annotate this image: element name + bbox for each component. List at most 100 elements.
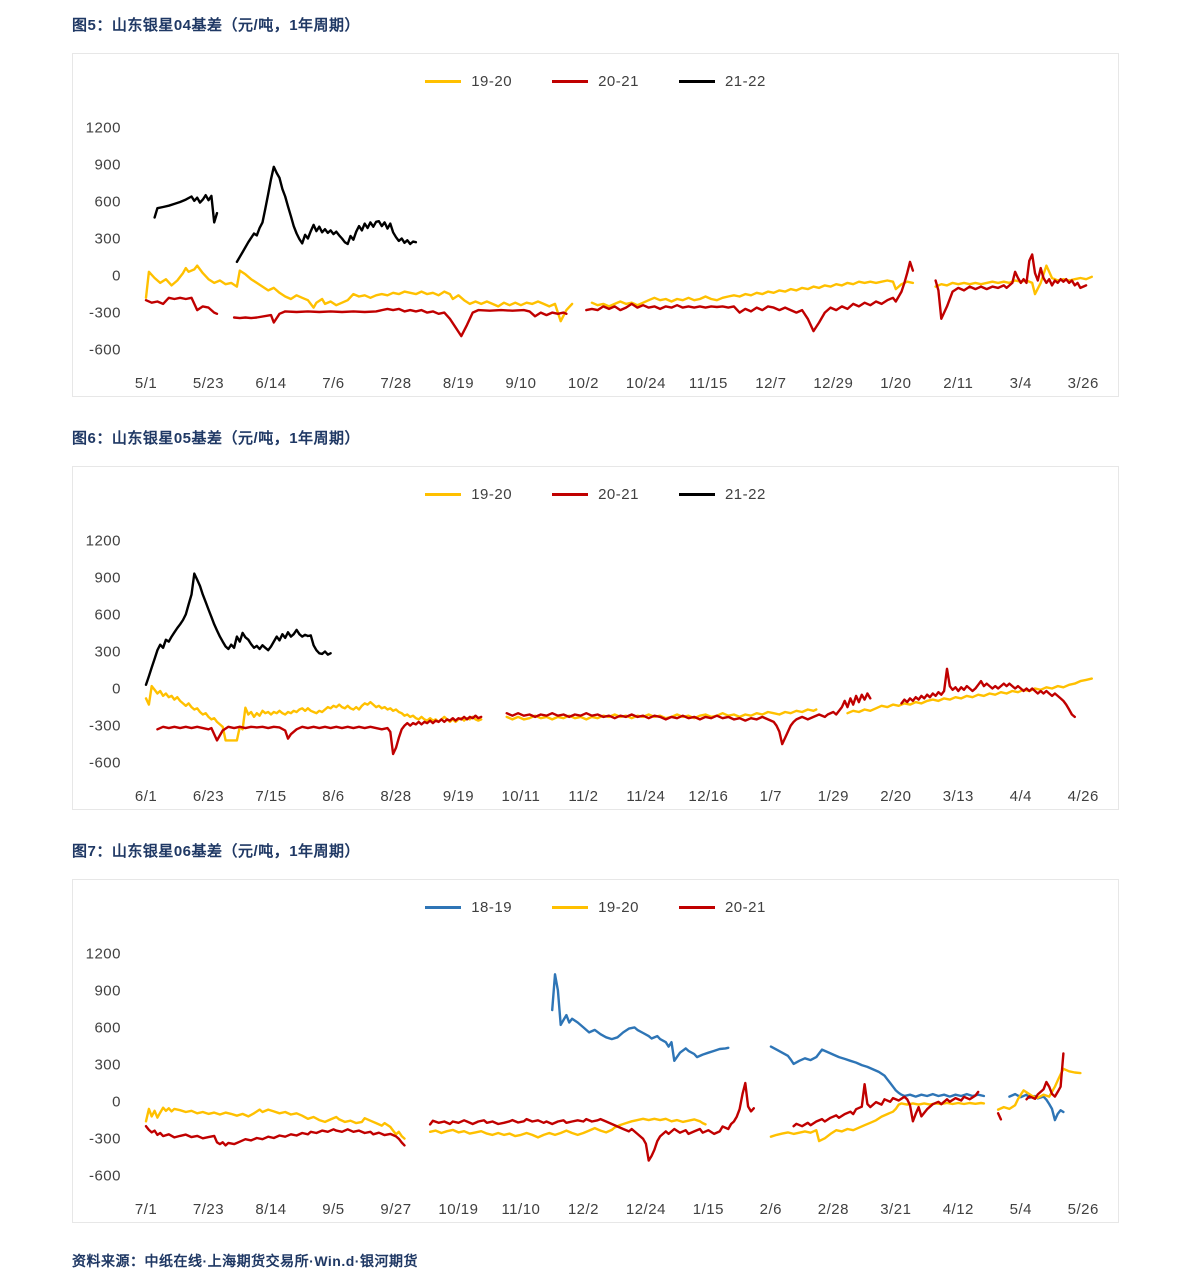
x-axis-tick-label: 3/4: [1010, 375, 1032, 392]
x-axis-tick-label: 7/15: [255, 788, 286, 805]
figure5-chart: 19-20 20-21 21-22 1200 900 600 300 0 -300 -600 5/…: [72, 53, 1119, 397]
x-axis-tick-label: 8/14: [255, 1201, 286, 1218]
legend-item-18-19: 18-19: [425, 899, 512, 916]
figure6-plot: 1200 900 600 300 0 -300 -600 6/1 6/23 7/15 8/6 8/28…: [86, 532, 1099, 805]
series-line-19-20: [144, 684, 483, 742]
legend-item-20-21: 20-21: [678, 898, 766, 916]
x-axis-tick-label: 6/1: [135, 788, 157, 805]
legend-swatch: [552, 79, 589, 83]
series-line-18-19: [1008, 1092, 1065, 1122]
x-axis-tick-label: 3/13: [943, 788, 974, 805]
x-axis-tick-label: 7/1: [135, 1201, 157, 1218]
y-axis-tick-label: -600: [89, 755, 121, 772]
legend-label: 21-22: [724, 485, 766, 503]
figure6-title: 图6：山东银星05基差（元/吨，1年周期）: [72, 430, 361, 447]
series-line-20-21: [792, 1082, 980, 1128]
legend-label: 19-20: [598, 898, 639, 916]
y-axis-tick-label: 0: [112, 1094, 121, 1111]
y-axis-tick-label: 0: [112, 268, 121, 285]
x-axis-tick-label: 12/29: [813, 375, 853, 392]
legend-item-21-22: 21-22: [678, 72, 766, 90]
x-axis-tick-label: 2/11: [943, 375, 973, 392]
y-axis-tick-label: 600: [94, 193, 121, 210]
legend-item-19-20: 19-20: [425, 486, 512, 503]
series-line-21-22: [235, 165, 418, 264]
legend-label: 19-20: [471, 485, 513, 503]
figure5-legend: 19-20 20-21 21-22: [73, 54, 1118, 102]
x-axis-tick-label: 6/23: [193, 788, 224, 805]
series-line-20-21: [900, 667, 1076, 719]
x-axis-tick-label: 4/26: [1068, 788, 1099, 805]
x-axis-tick-label: 7/6: [322, 375, 344, 392]
legend-item-21-22: 21-22: [678, 485, 766, 503]
series-line-18-19: [769, 1045, 986, 1098]
x-axis-tick-label: 6/14: [255, 375, 286, 392]
y-axis-tick-label: -300: [89, 718, 121, 735]
x-axis-tick-label: 2/20: [880, 788, 911, 805]
y-axis-tick-label: 600: [94, 606, 121, 623]
legend-item-19-20: 19-20: [552, 899, 639, 916]
x-axis-tick-label: 12/16: [688, 788, 728, 805]
report-page: 图5：山东银星04基差（元/吨，1年周期） 19-20 20-21 21-22 12…: [72, 0, 1119, 1271]
figure7-chart: 18-19 19-20 20-21 1200 900 600 300 0 -300 -600 7/…: [72, 879, 1119, 1223]
x-axis-tick-label: 11/2: [568, 788, 598, 805]
legend-item-20-21: 20-21: [552, 486, 639, 503]
x-axis-tick-label: 5/1: [135, 375, 157, 392]
x-axis-tick-label: 11/10: [501, 1201, 540, 1218]
y-axis-tick-label: -300: [89, 305, 121, 322]
series-line-19-20: [769, 1101, 986, 1143]
x-axis-tick-label: 11/24: [626, 788, 665, 805]
x-axis-tick-label: 3/26: [1068, 375, 1099, 392]
y-axis-tick-label: 300: [94, 1056, 121, 1073]
x-axis-tick-label: 9/10: [505, 375, 536, 392]
series-line-20-21: [428, 1081, 755, 1162]
series-line-21-22: [144, 572, 332, 687]
x-axis-tick-label: 4/4: [1010, 788, 1032, 805]
series-line-20-21: [144, 296, 219, 316]
y-axis-tick-label: 900: [94, 982, 121, 999]
series-line-20-21: [232, 307, 568, 338]
figure7-title: 图7：山东银星06基差（元/吨，1年周期）: [72, 843, 361, 860]
series-line-20-21: [1025, 1052, 1065, 1101]
figure7-legend: 18-19 19-20 20-21: [73, 880, 1118, 928]
x-axis-tick-label: 8/28: [380, 788, 411, 805]
series-line-18-19: [551, 973, 730, 1063]
legend-item-20-21: 20-21: [552, 73, 639, 90]
series-line-20-21: [144, 1124, 406, 1147]
x-axis-tick-label: 8/6: [322, 788, 344, 805]
x-axis-tick-label: 8/19: [443, 375, 474, 392]
x-axis-tick-label: 12/7: [755, 375, 786, 392]
series-line-19-20: [996, 1067, 1082, 1111]
x-axis-tick-label: 11/15: [689, 375, 728, 392]
series-line-19-20: [144, 1106, 406, 1140]
series-line-20-21: [996, 1112, 1003, 1121]
y-axis-tick-label: 1200: [86, 119, 121, 136]
series-line-19-20: [590, 279, 915, 308]
y-axis-tick-label: 0: [112, 681, 121, 698]
series-line-19-20: [428, 1117, 707, 1139]
x-axis-tick-label: 7/23: [193, 1201, 224, 1218]
legend-swatch: [425, 79, 462, 83]
figure5-plot: 1200 900 600 300 0 -300 -600 5/1 5/23 6/14 7/6 7/28…: [86, 119, 1099, 392]
x-axis-tick-label: 10/11: [501, 788, 540, 805]
x-axis-tick-label: 9/27: [380, 1201, 411, 1218]
y-axis-tick-label: 1200: [86, 945, 121, 962]
legend-swatch: [425, 905, 462, 909]
series-line-19-20: [846, 677, 1093, 715]
legend-label: 20-21: [724, 898, 766, 916]
legend-label: 21-22: [724, 72, 766, 90]
y-axis-tick-label: -600: [89, 1168, 121, 1185]
x-axis-tick-label: 4/12: [943, 1201, 974, 1218]
figure6-chart: 19-20 20-21 21-22 1200 900 600 300 0 -300 -600 6/…: [72, 466, 1119, 810]
figure6-legend: 19-20 20-21 21-22: [73, 467, 1118, 515]
figure5-title: 图5：山东银星04基差（元/吨，1年周期）: [72, 17, 361, 34]
x-axis-tick-label: 5/26: [1068, 1201, 1099, 1218]
series-line-19-20: [144, 264, 574, 323]
x-axis-tick-label: 7/28: [380, 375, 411, 392]
legend-label: 19-20: [471, 72, 513, 90]
x-axis-tick-label: 9/5: [322, 1201, 344, 1218]
series-line-20-21: [156, 714, 483, 756]
legend-swatch: [678, 79, 715, 83]
legend-swatch: [678, 492, 715, 496]
legend-label: 18-19: [471, 898, 513, 916]
